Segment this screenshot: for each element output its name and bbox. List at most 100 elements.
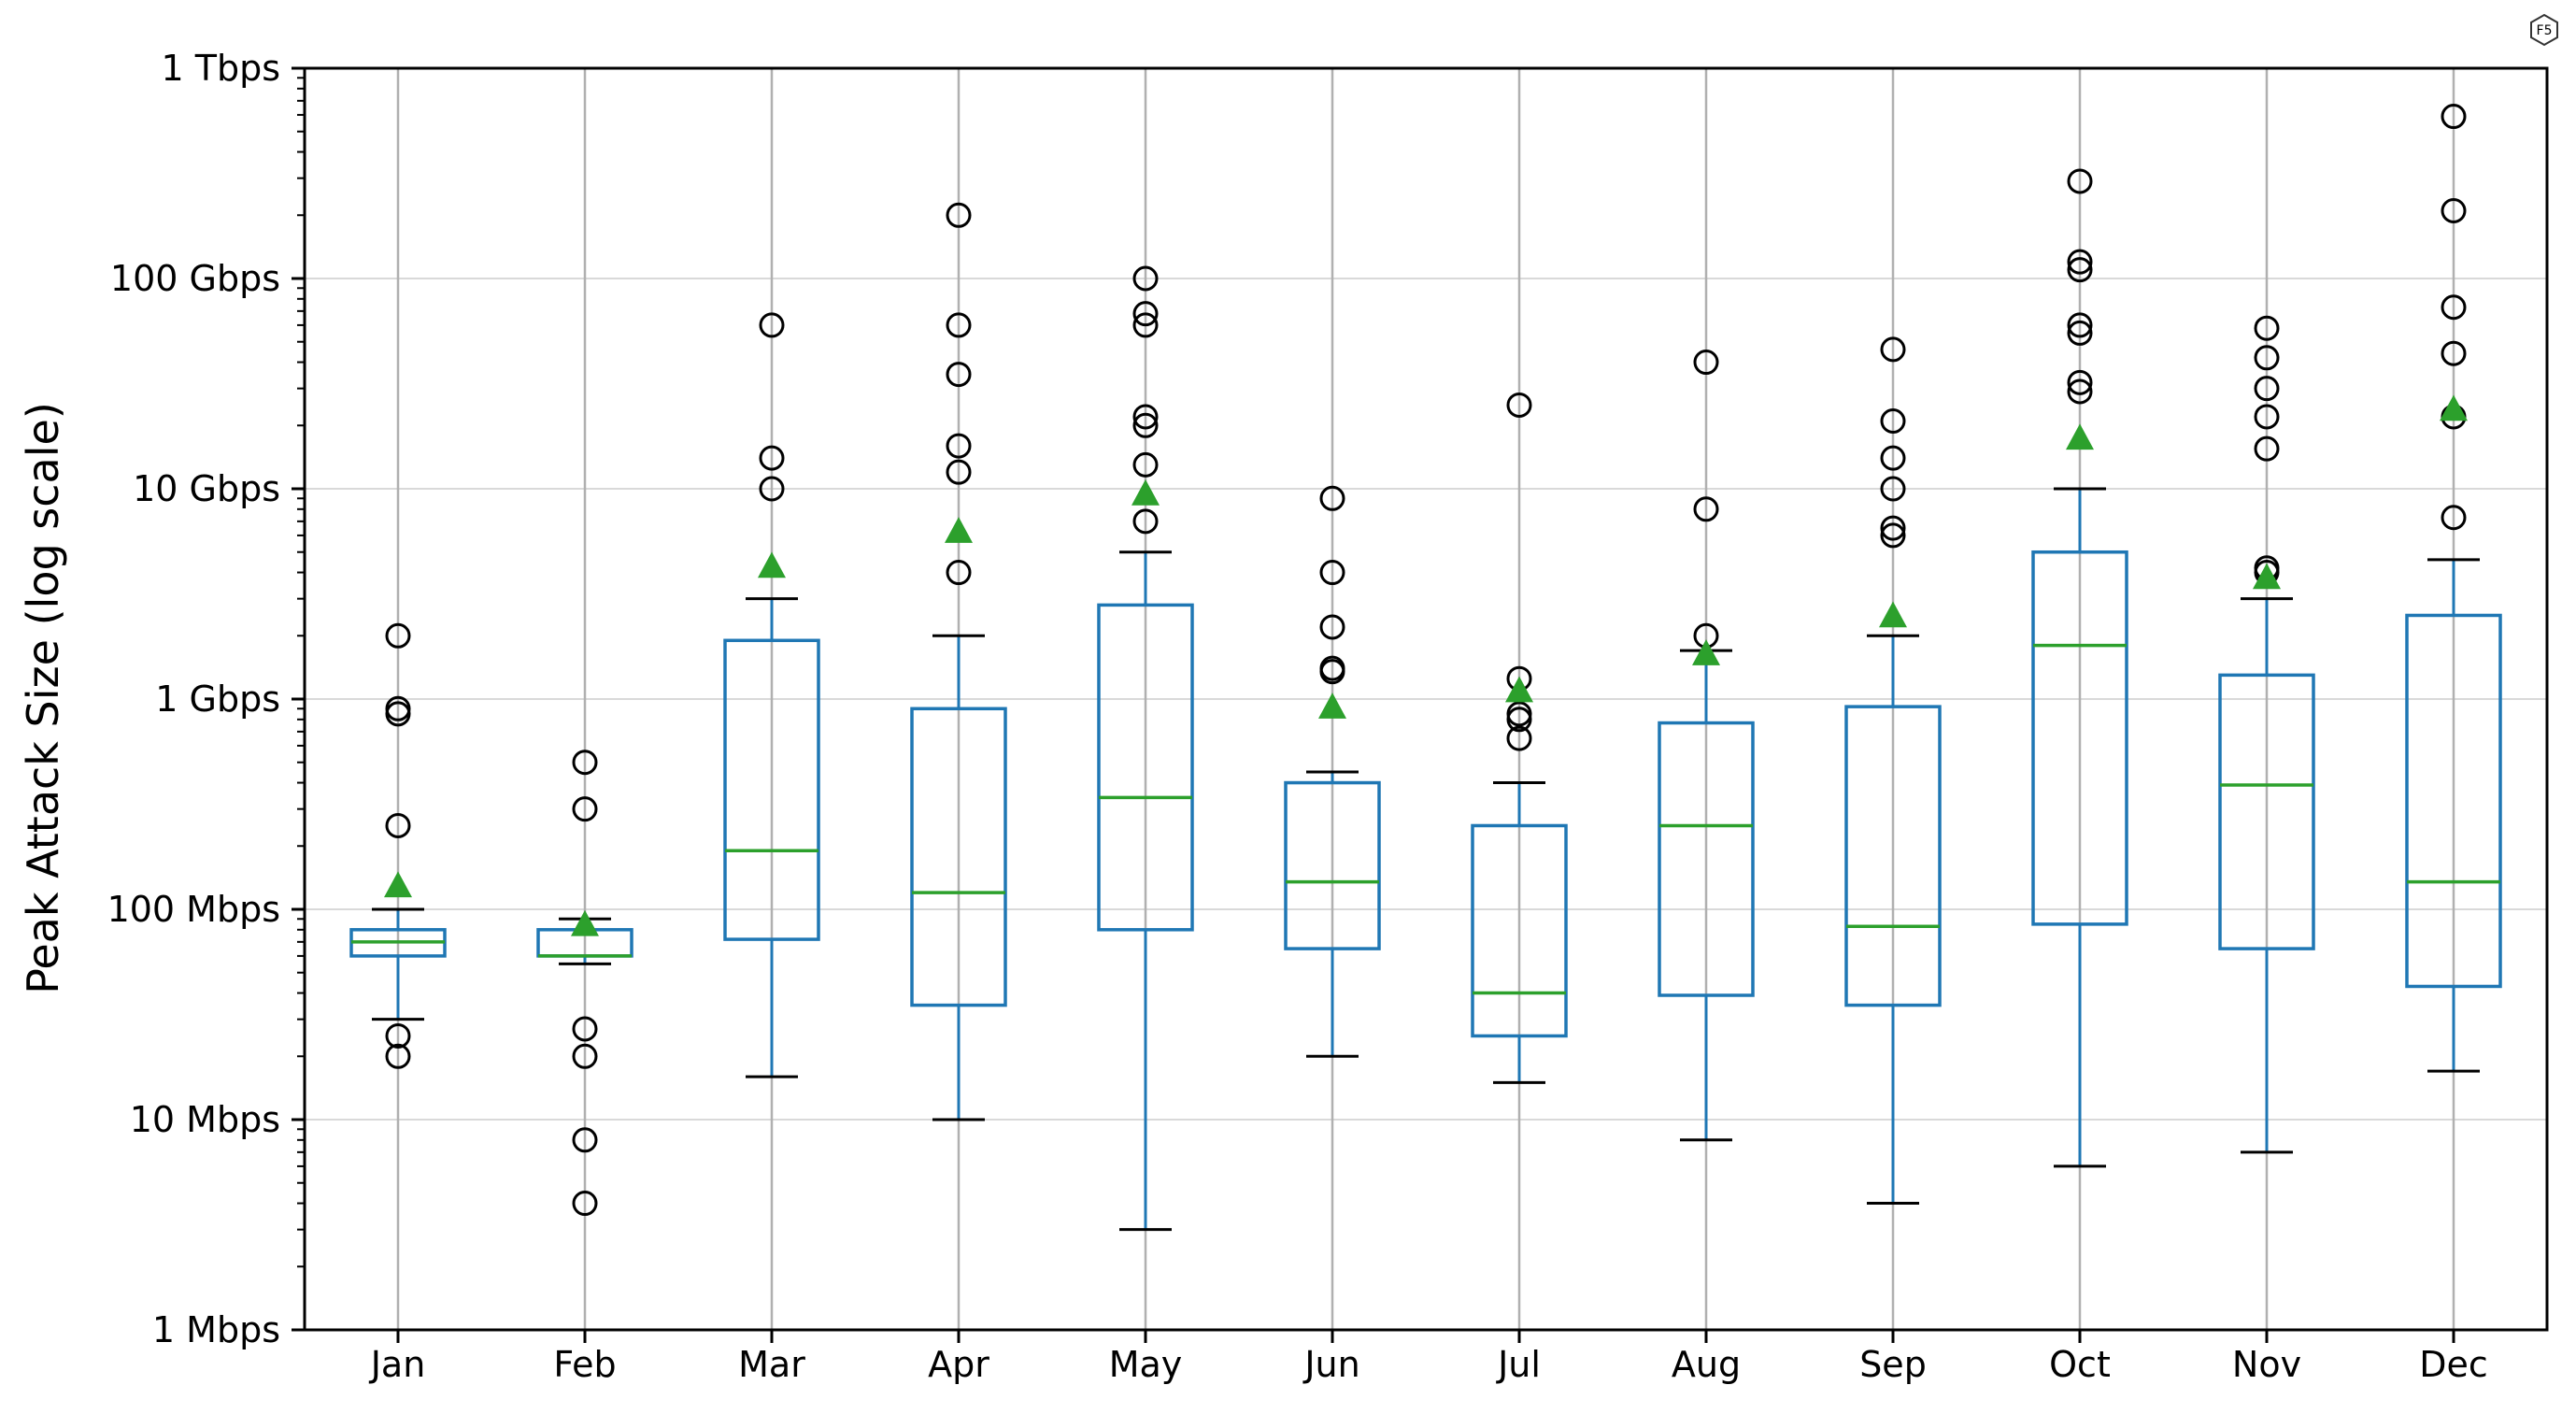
outlier-point: [572, 1016, 598, 1042]
outlier-point: [1506, 392, 1532, 418]
outlier-point: [2254, 315, 2280, 341]
outlier-point: [572, 750, 598, 776]
outlier-point: [1880, 336, 1906, 363]
outlier-point: [946, 560, 972, 586]
outlier-point: [946, 459, 972, 485]
iqr-box: [2218, 673, 2315, 950]
outlier-point: [2254, 404, 2280, 430]
outlier-point: [572, 1043, 598, 1069]
mean-marker: [1692, 639, 1720, 665]
box-group-jul: [1471, 392, 1568, 1084]
box-group-jan: [349, 622, 447, 1069]
outlier-point: [1132, 412, 1159, 438]
outlier-point: [2441, 505, 2467, 531]
iqr-box: [1097, 603, 1194, 932]
outlier-point: [2067, 369, 2093, 395]
x-tick-label: Mar: [738, 1344, 805, 1385]
box-group-sep: [1844, 336, 1942, 1206]
outlier-point: [946, 433, 972, 459]
outlier-point: [385, 812, 411, 838]
outlier-point: [1132, 508, 1159, 535]
outlier-point: [2254, 376, 2280, 402]
outlier-point: [385, 1043, 411, 1069]
outlier-point: [572, 1127, 598, 1153]
x-tick-label: Jun: [1302, 1344, 1359, 1385]
outlier-point: [1506, 701, 1532, 727]
iqr-box: [1844, 705, 1942, 1007]
x-tick-label: Dec: [2419, 1344, 2488, 1385]
outlier-point: [385, 1022, 411, 1049]
outlier-point: [1880, 408, 1906, 435]
x-tick-label: Jul: [1496, 1344, 1541, 1385]
x-tick-label: Jan: [369, 1344, 426, 1385]
outlier-point: [1319, 614, 1345, 640]
box-group-jun: [1284, 485, 1381, 1058]
box-group-may: [1097, 265, 1194, 1232]
outlier-point: [2067, 320, 2093, 346]
outlier-point: [946, 362, 972, 388]
box-group-apr: [910, 202, 1007, 1121]
mean-marker: [1131, 479, 1160, 506]
outlier-point: [2254, 436, 2280, 462]
mean-marker: [1879, 601, 1907, 628]
outlier-point: [2441, 294, 2467, 321]
x-tick-label: Feb: [553, 1344, 616, 1385]
outlier-point: [385, 622, 411, 649]
iqr-box: [2405, 613, 2502, 989]
outlier-point: [2067, 312, 2093, 338]
x-tick-label: Apr: [928, 1344, 989, 1385]
y-tick-label: 1 Mbps: [152, 1309, 280, 1350]
outlier-point: [572, 796, 598, 822]
outlier-point: [1693, 350, 1719, 376]
mean-marker: [2440, 394, 2468, 421]
outlier-point: [759, 476, 785, 502]
outlier-point: [1132, 301, 1159, 327]
outlier-point: [2441, 340, 2467, 366]
outlier-point: [1132, 451, 1159, 478]
outlier-point: [385, 695, 411, 721]
mean-marker: [1505, 676, 1533, 703]
outlier-point: [2441, 198, 2467, 224]
x-tick-label: Sep: [1859, 1344, 1927, 1385]
outlier-point: [2441, 104, 2467, 130]
box-group-aug: [1658, 350, 1755, 1142]
mean-marker: [571, 909, 599, 936]
x-tick-label: Aug: [1672, 1344, 1741, 1385]
mean-marker: [1318, 693, 1346, 719]
outlier-point: [2254, 345, 2280, 371]
outlier-point: [1880, 445, 1906, 471]
y-tick-label: 10 Mbps: [130, 1099, 280, 1140]
box-group-dec: [2405, 104, 2502, 1073]
y-tick-label: 10 Gbps: [133, 468, 280, 509]
outlier-point: [946, 312, 972, 338]
y-tick-label: 100 Mbps: [107, 889, 280, 930]
outlier-point: [1880, 515, 1906, 541]
outlier-point: [1132, 265, 1159, 292]
outlier-point: [759, 312, 785, 338]
outlier-point: [759, 445, 785, 471]
y-tick-label: 1 Gbps: [155, 678, 280, 720]
outlier-point: [1880, 522, 1906, 549]
outlier-point: [1319, 485, 1345, 511]
box-group-feb: [536, 750, 633, 1217]
box-group-mar: [723, 312, 820, 1078]
outlier-point: [2067, 378, 2093, 405]
x-tick-label: May: [1109, 1344, 1183, 1385]
outlier-point: [2067, 168, 2093, 194]
x-tick-label: Oct: [2049, 1344, 2111, 1385]
axes-layer: 1 Mbps 10 Mbps 100 Mbps 1 Gbps 10 Gbps 100 Gb…: [107, 48, 2549, 1385]
outlier-point: [1132, 312, 1159, 338]
mean-marker: [945, 517, 973, 543]
outlier-point: [1880, 476, 1906, 502]
outlier-point: [572, 1191, 598, 1217]
y-tick-label: 1 Tbps: [161, 48, 280, 89]
x-tick-label: Nov: [2232, 1344, 2301, 1385]
y-axis-label: Peak Attack Size (log scale): [18, 402, 68, 994]
grid-layer: [305, 67, 2547, 1331]
mean-marker: [2253, 563, 2281, 590]
mean-marker: [2066, 423, 2094, 450]
logo-hexagon-icon: [2530, 13, 2558, 47]
outlier-point: [1693, 496, 1719, 522]
